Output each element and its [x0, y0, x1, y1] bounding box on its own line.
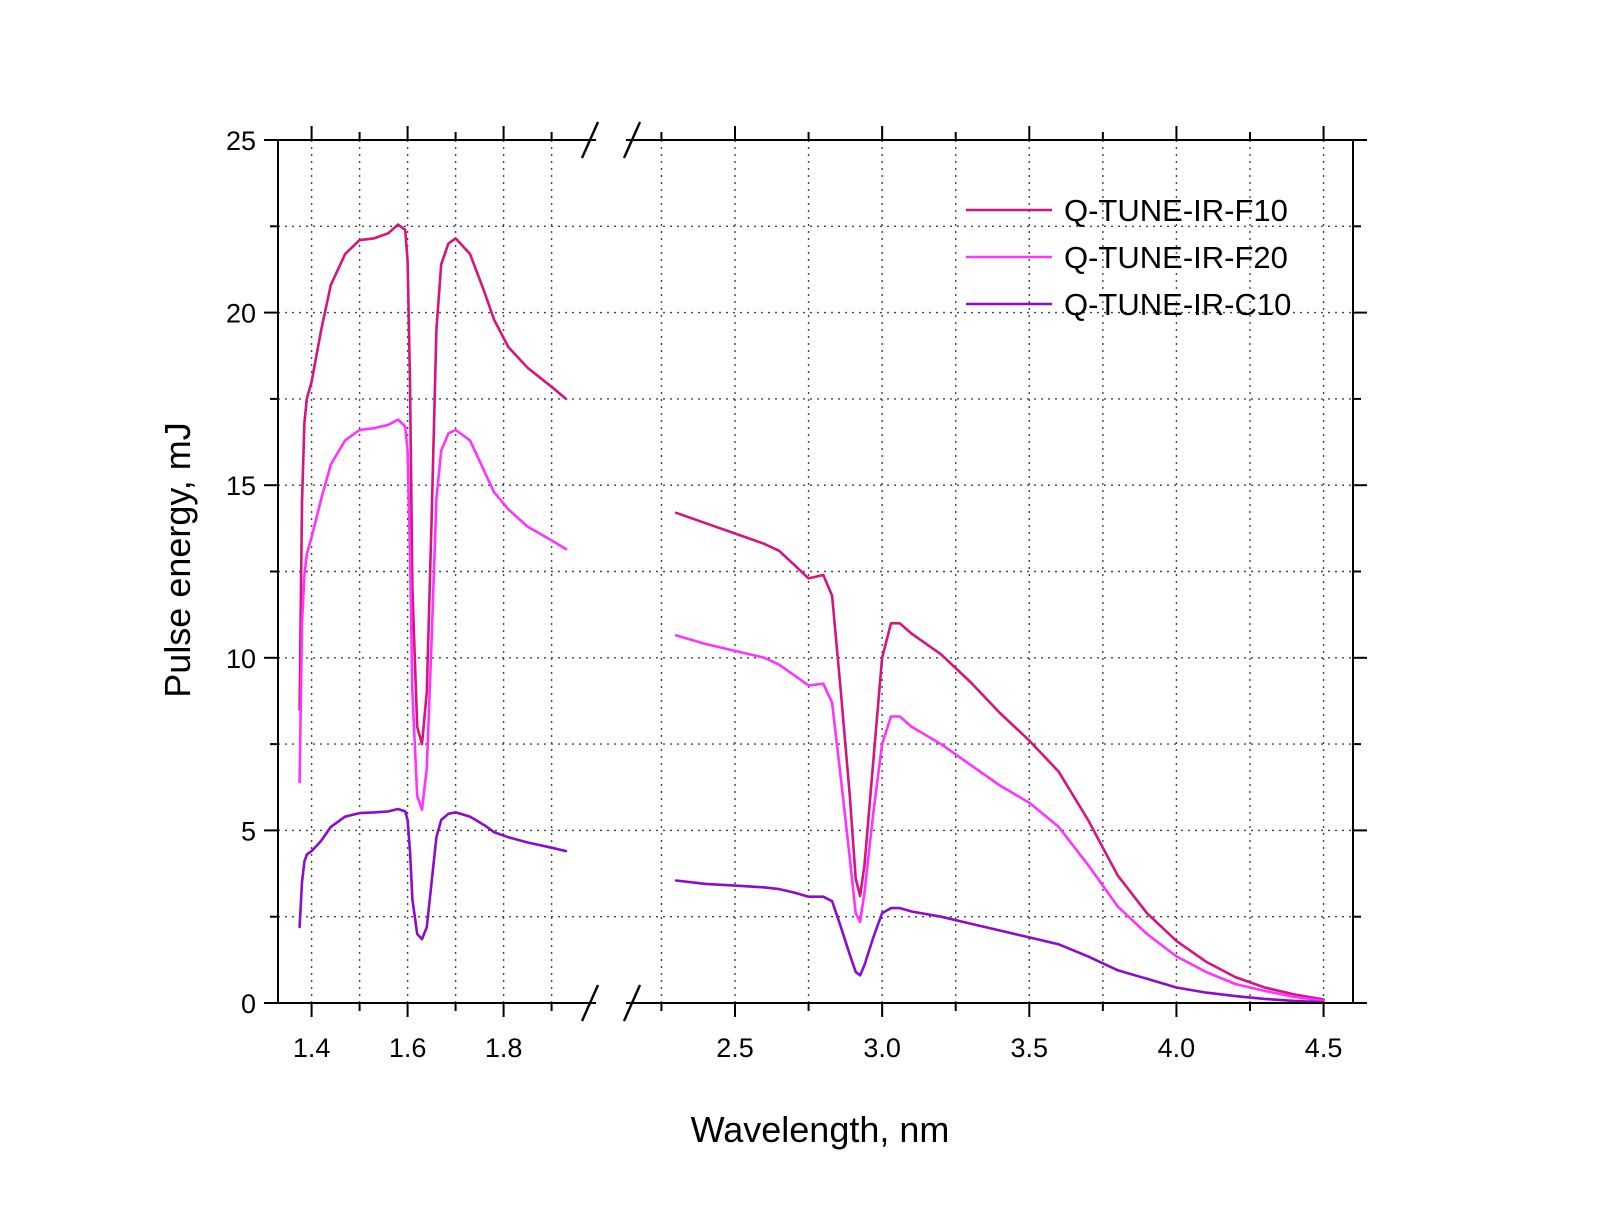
series-line-1-segment-2	[674, 511, 1325, 1001]
axis-break-mark	[580, 121, 600, 159]
series-line-2-segment-1	[298, 418, 568, 811]
x-tick-label: 1.8	[485, 1033, 523, 1063]
y-tick-label: 25	[226, 126, 256, 156]
y-tick-label: 5	[241, 816, 256, 846]
axis-break-marks	[580, 121, 642, 1022]
series-lines	[298, 223, 1325, 1004]
legend-label: Q-TUNE-IR-F10	[1064, 193, 1288, 228]
y-axis-title: Pulse energy, mJ	[157, 422, 198, 697]
y-tick-label: 15	[226, 471, 256, 501]
series-line-2-segment-2	[674, 634, 1325, 1003]
x-tick-label: 1.6	[389, 1033, 427, 1063]
series-line-3-segment-2	[674, 879, 1325, 1004]
y-tick-label: 20	[226, 299, 256, 329]
series-line-1-segment-1	[298, 223, 568, 746]
x-tick-label: 4.0	[1158, 1033, 1196, 1063]
series-line-3-segment-1	[298, 807, 568, 941]
x-tick-label: 4.5	[1305, 1033, 1343, 1063]
legend: Q-TUNE-IR-F10 Q-TUNE-IR-F20 Q-TUNE-IR-C10	[966, 193, 1291, 322]
axis-break-mark	[622, 984, 642, 1022]
y-tick-label: 0	[241, 989, 256, 1019]
axis-ticks: 0 5 10 15 20 25 1.4 1.6 1.8 2.5 3.0 3.5 4.0 4.5	[226, 126, 1367, 1063]
legend-label: Q-TUNE-IR-C10	[1064, 287, 1291, 322]
x-tick-label: 1.4	[293, 1033, 331, 1063]
axis-break-mark	[580, 984, 600, 1022]
x-tick-label: 3.0	[863, 1033, 901, 1063]
x-axis-title: Wavelength, nm	[691, 1109, 950, 1150]
x-tick-label: 2.5	[716, 1033, 754, 1063]
axis-break-mark	[622, 121, 642, 159]
x-tick-label: 3.5	[1011, 1033, 1049, 1063]
y-tick-label: 10	[226, 644, 256, 674]
legend-label: Q-TUNE-IR-F20	[1064, 240, 1288, 275]
